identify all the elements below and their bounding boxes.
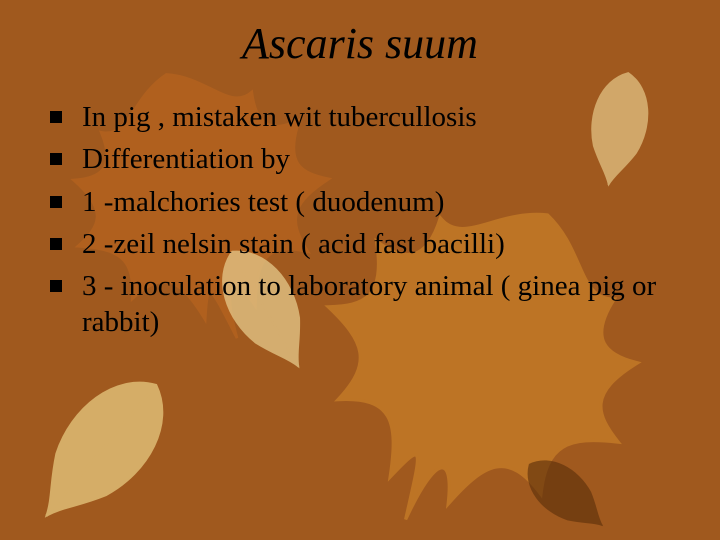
square-bullet-icon xyxy=(50,280,62,292)
list-item-text: 3 - inoculation to laboratory animal ( g… xyxy=(82,268,680,341)
list-item: In pig , mistaken wit tubercullosis xyxy=(50,99,680,135)
list-item: Differentiation by xyxy=(50,141,680,177)
square-bullet-icon xyxy=(50,111,62,123)
list-item-text: 1 -malchories test ( duodenum) xyxy=(82,184,444,220)
list-item-text: 2 -zeil nelsin stain ( acid fast bacilli… xyxy=(82,226,505,262)
square-bullet-icon xyxy=(50,196,62,208)
slide-title: Ascaris suum xyxy=(0,0,720,81)
slide-body: In pig , mistaken wit tubercullosis Diff… xyxy=(0,81,720,341)
list-item: 2 -zeil nelsin stain ( acid fast bacilli… xyxy=(50,226,680,262)
list-item-text: Differentiation by xyxy=(82,141,290,177)
slide: Ascaris suum In pig , mistaken wit tuber… xyxy=(0,0,720,540)
list-item-text: In pig , mistaken wit tubercullosis xyxy=(82,99,477,135)
list-item: 1 -malchories test ( duodenum) xyxy=(50,184,680,220)
square-bullet-icon xyxy=(50,238,62,250)
list-item: 3 - inoculation to laboratory animal ( g… xyxy=(50,268,680,341)
square-bullet-icon xyxy=(50,153,62,165)
